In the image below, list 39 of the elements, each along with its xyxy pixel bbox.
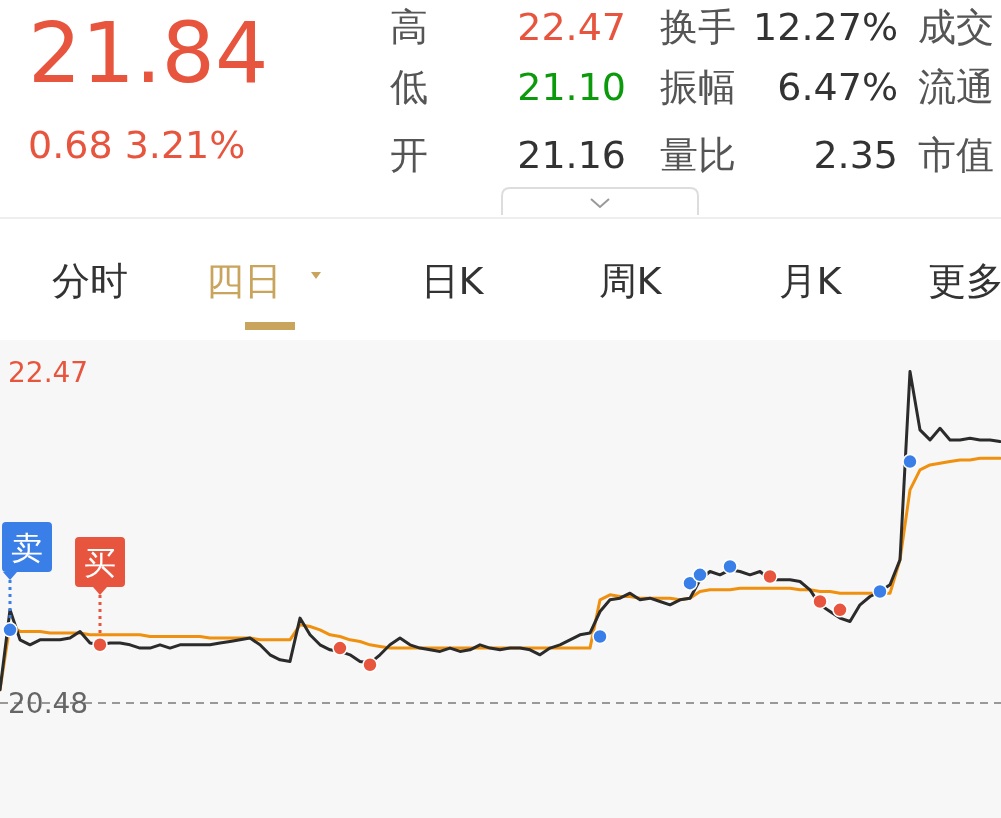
text: 低 <box>390 65 428 109</box>
point <box>872 583 888 600</box>
text: 量比 <box>660 133 736 177</box>
text: 成交 <box>918 5 994 49</box>
text: 2.35 <box>813 133 898 177</box>
text: 高 <box>390 5 428 49</box>
text: 日K <box>420 259 485 303</box>
point <box>762 568 778 585</box>
text: 22.47 <box>517 5 626 49</box>
text: 换手 <box>660 5 736 49</box>
annotation: 卖 <box>11 529 43 567</box>
chart-title: 21.84 <box>28 4 269 102</box>
text: 12.27% <box>753 5 898 49</box>
point <box>592 628 608 645</box>
text: 分时 <box>52 259 128 303</box>
point <box>832 602 848 618</box>
point <box>812 593 828 610</box>
text: 四日 <box>206 259 282 303</box>
point <box>2 622 18 638</box>
point <box>92 637 108 653</box>
point <box>692 567 708 583</box>
text: 21.10 <box>517 65 626 109</box>
text: 周K <box>598 259 663 303</box>
text: 更多 <box>928 259 1001 303</box>
y-tick-label: 20.48 <box>8 687 89 721</box>
text: 6.47% <box>777 65 898 109</box>
text: 市值 <box>918 133 994 177</box>
point <box>722 558 738 575</box>
chart-subtitle: 0.68 3.21% <box>28 123 246 167</box>
point <box>902 453 918 470</box>
text: 21.16 <box>517 133 626 177</box>
text: 流通 <box>918 65 994 109</box>
point <box>332 640 348 656</box>
text: 月K <box>778 259 843 303</box>
point <box>682 575 698 591</box>
point <box>362 657 378 673</box>
annotation: 买 <box>84 544 116 582</box>
text: 开 <box>390 133 428 177</box>
text: 振幅 <box>660 65 736 109</box>
